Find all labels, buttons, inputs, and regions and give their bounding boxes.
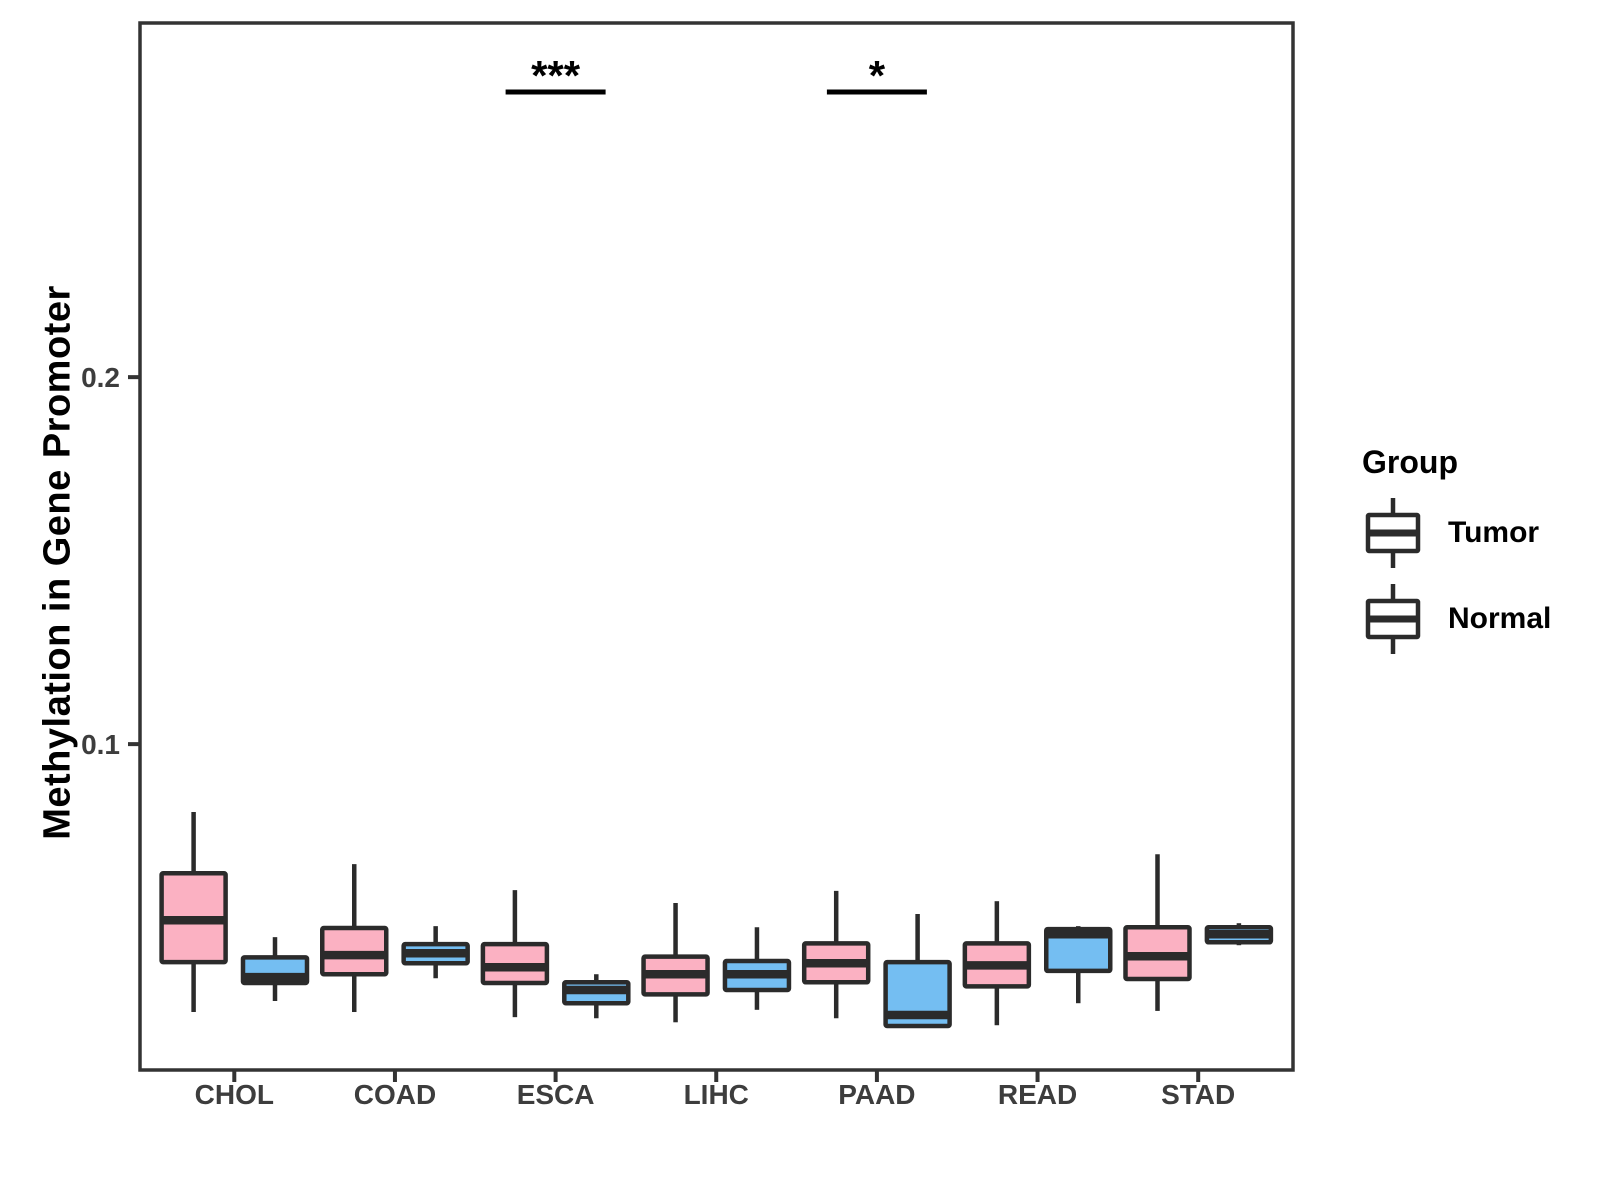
x-tick-label-esca: ESCA [517,1079,595,1110]
significance-label-paad: * [869,52,886,99]
y-tick-label: 0.1 [81,729,120,760]
box-read-normal-iqr [1044,926,1113,974]
x-tick-label-stad: STAD [1161,1079,1235,1110]
x-tick-label-paad: PAAD [838,1079,915,1110]
x-tick-label-chol: CHOL [195,1079,274,1110]
legend-label-normal: Normal [1448,602,1552,635]
normal-boxplot-glyph [1365,584,1421,654]
legend-label-tumor: Tumor [1448,516,1540,549]
box-paad-normal-iqr [883,959,952,1029]
legend-item-normal: Normal [1364,581,1590,657]
x-tick-label-lihc: LIHC [684,1079,749,1110]
x-tick-label-coad: COAD [354,1079,436,1110]
legend: Group Tumor Normal [1340,444,1590,667]
x-tick-label-read: READ [998,1079,1077,1110]
panel-border [138,21,1295,1072]
y-tick-label: 0.2 [81,362,120,393]
y-axis-title: Methylation in Gene Promoter [36,285,79,840]
legend-title: Group [1362,444,1458,480]
significance-label-esca: *** [531,52,581,99]
tumor-boxplot-glyph [1365,498,1421,568]
legend-item-tumor: Tumor [1364,495,1590,571]
